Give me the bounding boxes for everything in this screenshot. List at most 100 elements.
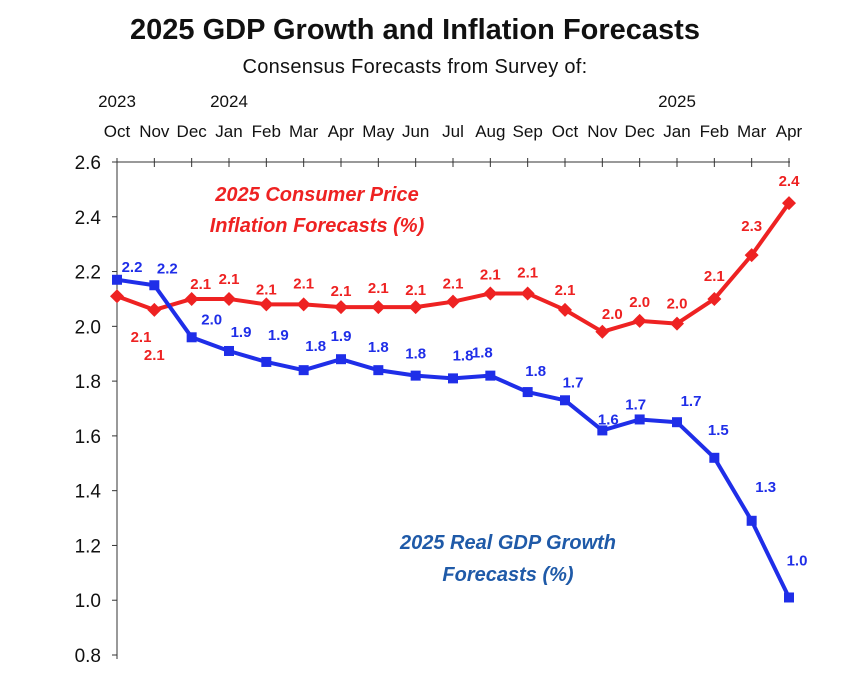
inflation-point bbox=[184, 291, 199, 306]
y-tick-label: 2.2 bbox=[75, 263, 101, 284]
gdp-data-label: 1.6 bbox=[598, 411, 619, 428]
x-tick-label: Apr bbox=[776, 122, 803, 141]
gdp-data-label: 1.9 bbox=[231, 324, 252, 341]
gdp-data-label: 2.0 bbox=[201, 311, 222, 328]
inflation-point bbox=[595, 324, 610, 339]
year-label: 2025 bbox=[658, 92, 696, 111]
inflation-point bbox=[632, 313, 647, 328]
gdp-point bbox=[522, 387, 533, 398]
gdp-data-label: 1.7 bbox=[563, 374, 584, 391]
gdp-point bbox=[485, 370, 496, 381]
gdp-point bbox=[560, 395, 570, 406]
gdp-data-label: 1.7 bbox=[681, 393, 702, 410]
x-tick-label: Jan bbox=[663, 122, 690, 141]
inflation-point bbox=[222, 291, 236, 306]
inflation-point bbox=[744, 248, 759, 263]
inflation-data-label: 2.1 bbox=[368, 280, 389, 297]
gdp-point bbox=[784, 592, 794, 603]
year-label: 2023 bbox=[98, 92, 136, 111]
inflation-data-label: 2.1 bbox=[704, 268, 725, 285]
y-tick-label: 1.0 bbox=[75, 591, 101, 612]
inflation-data-label: 2.1 bbox=[517, 264, 538, 281]
x-tick-label: Dec bbox=[625, 122, 656, 141]
inflation-data-label: 2.1 bbox=[144, 347, 165, 364]
inflation-point bbox=[558, 302, 572, 317]
gdp-point bbox=[112, 274, 122, 285]
inflation-data-label: 2.0 bbox=[629, 294, 650, 311]
x-tick-label: Oct bbox=[104, 122, 131, 141]
inflation-point bbox=[670, 316, 684, 331]
y-tick-label: 2.4 bbox=[75, 208, 102, 229]
x-tick-label: Nov bbox=[587, 122, 618, 141]
inflation-data-label: 2.3 bbox=[741, 218, 762, 235]
inflation-series-name: 2025 Consumer Price bbox=[214, 184, 418, 206]
gdp-point bbox=[336, 354, 346, 365]
inflation-point bbox=[334, 300, 348, 315]
gdp-data-label: 1.5 bbox=[708, 422, 729, 439]
inflation-data-label: 2.4 bbox=[779, 173, 801, 190]
x-tick-label: Feb bbox=[700, 122, 729, 141]
y-tick-label: 1.8 bbox=[75, 372, 101, 393]
inflation-point bbox=[446, 294, 460, 309]
y-tick-label: 0.8 bbox=[75, 646, 101, 667]
gdp-point bbox=[149, 280, 160, 291]
gdp-data-label: 1.8 bbox=[405, 346, 426, 363]
inflation-point bbox=[782, 196, 796, 211]
y-tick-label: 2.0 bbox=[75, 317, 101, 338]
inflation-data-label: 2.1 bbox=[256, 281, 277, 298]
x-tick-label: Feb bbox=[252, 122, 281, 141]
inflation-point bbox=[408, 300, 423, 315]
gdp-point bbox=[709, 452, 720, 463]
inflation-point bbox=[110, 289, 124, 304]
x-tick-label: Apr bbox=[328, 122, 355, 141]
inflation-point bbox=[371, 300, 386, 315]
inflation-point bbox=[707, 291, 722, 306]
gdp-point bbox=[597, 425, 608, 436]
inflation-point bbox=[483, 286, 498, 301]
gdp-data-label: 1.8 bbox=[472, 345, 493, 362]
gdp-point bbox=[746, 515, 757, 526]
inflation-data-label: 2.1 bbox=[480, 266, 501, 283]
x-tick-label: Mar bbox=[737, 122, 767, 141]
x-tick-label: Nov bbox=[139, 122, 170, 141]
x-tick-label: Jun bbox=[402, 122, 429, 141]
x-tick-label: Aug bbox=[475, 122, 505, 141]
inflation-data-label: 2.0 bbox=[667, 296, 688, 313]
inflation-point bbox=[296, 297, 311, 312]
x-tick-label: Mar bbox=[289, 122, 319, 141]
chart-subtitle: Consensus Forecasts from Survey of: bbox=[242, 56, 588, 78]
gdp-data-label: 1.8 bbox=[453, 347, 474, 364]
gdp-data-label: 1.8 bbox=[368, 339, 389, 356]
y-tick-label: 1.4 bbox=[75, 482, 102, 503]
gdp-data-label: 2.2 bbox=[122, 259, 143, 276]
gdp-series-name: 2025 Real GDP Growth bbox=[399, 532, 616, 554]
inflation-data-label: 2.1 bbox=[190, 276, 211, 293]
gdp-point bbox=[261, 356, 272, 367]
gdp-data-label: 1.0 bbox=[787, 552, 808, 569]
gdp-data-label: 1.7 bbox=[625, 396, 646, 413]
inflation-point bbox=[520, 286, 535, 301]
inflation-point bbox=[259, 297, 274, 312]
inflation-data-label: 2.1 bbox=[131, 329, 152, 346]
inflation-data-label: 2.1 bbox=[555, 282, 576, 299]
y-tick-label: 2.6 bbox=[75, 153, 101, 174]
inflation-series-name: Inflation Forecasts (%) bbox=[210, 215, 425, 237]
x-tick-label: Jul bbox=[442, 122, 464, 141]
gdp-point bbox=[410, 370, 421, 381]
y-tick-label: 1.6 bbox=[75, 427, 101, 448]
gdp-data-label: 1.8 bbox=[525, 363, 546, 380]
gdp-point bbox=[186, 332, 197, 343]
x-tick-label: May bbox=[362, 122, 395, 141]
gdp-point bbox=[224, 345, 234, 356]
gdp-data-label: 2.2 bbox=[157, 260, 178, 277]
inflation-data-label: 2.1 bbox=[443, 276, 464, 293]
gdp-series-name: Forecasts (%) bbox=[442, 564, 573, 586]
x-tick-label: Jan bbox=[215, 122, 242, 141]
x-tick-label: Sep bbox=[513, 122, 543, 141]
x-tick-label: Dec bbox=[177, 122, 208, 141]
gdp-point bbox=[634, 414, 645, 425]
inflation-data-label: 2.1 bbox=[293, 275, 314, 292]
gdp-point bbox=[373, 365, 384, 376]
inflation-data-label: 2.1 bbox=[405, 282, 426, 299]
